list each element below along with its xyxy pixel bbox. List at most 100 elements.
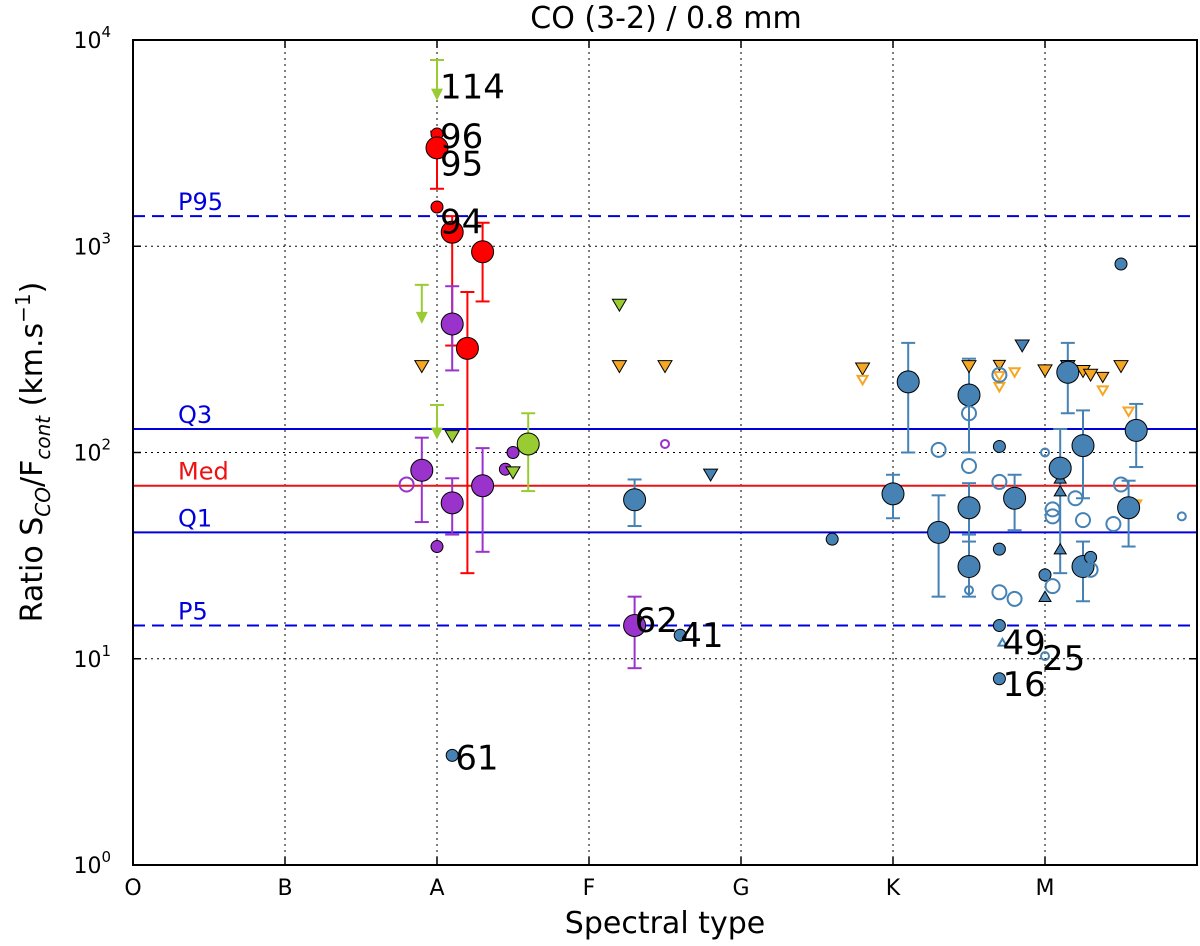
data-point: [440, 312, 464, 336]
data-triangle-down: [961, 360, 977, 374]
chart-title: CO (3-2) / 0.8 mm: [530, 1, 801, 36]
data-point: [957, 383, 981, 407]
y-tick-label: 104: [73, 23, 111, 54]
y-label-sub1: CO: [31, 487, 55, 517]
point-annotation: 95: [440, 145, 483, 185]
y-tick-base: 10: [73, 29, 101, 54]
reference-label-p5: P5: [178, 597, 208, 625]
data-point: [1048, 456, 1072, 480]
point-annotation: 16: [1002, 665, 1045, 705]
data-point: [1124, 418, 1148, 442]
data-triangle-up-open: [996, 636, 1009, 647]
y-tick-base: 10: [73, 648, 101, 673]
x-tick-label: A: [429, 876, 444, 901]
data-triangle-down-open: [855, 374, 870, 387]
point-annotation: 41: [680, 616, 723, 656]
upper-limit-arrow: [431, 427, 443, 440]
data-point-open: [1176, 511, 1187, 522]
data-point: [1084, 550, 1098, 564]
data-point-open: [961, 458, 977, 475]
data-point: [992, 439, 1006, 453]
y-label-unit: (km.s: [15, 323, 50, 416]
x-tick-label: K: [886, 876, 901, 901]
y-axis-label: Ratio SCO/Fcont (km.s−1): [11, 282, 55, 623]
y-tick-label: 100: [73, 848, 111, 879]
y-tick-exponent: 0: [101, 848, 111, 866]
data-point: [516, 432, 540, 456]
data-triangle-down: [611, 298, 628, 313]
data-point: [992, 542, 1006, 556]
data-point-open: [398, 476, 415, 493]
data-triangle-down: [1082, 368, 1099, 383]
y-tick-exponent: 3: [101, 229, 111, 247]
data-point: [881, 482, 905, 506]
y-label-mid: /F: [15, 460, 50, 487]
data-point: [506, 446, 520, 459]
data-triangle-down-open: [992, 381, 1007, 394]
x-tick-label: G: [732, 876, 749, 901]
reference-lines: P95 Q3 Med Q1 P5: [133, 188, 1197, 627]
data-point: [445, 748, 459, 762]
data-triangle-down: [657, 360, 673, 374]
data-point-open: [1067, 490, 1084, 507]
upper-limit-arrow: [431, 88, 443, 101]
data-point-open: [1075, 512, 1091, 529]
data-point: [992, 672, 1006, 686]
data-point-open: [961, 405, 977, 422]
data-triangle-down-open: [1121, 406, 1136, 418]
data-point: [896, 370, 920, 394]
data-triangle-down: [413, 360, 430, 374]
y-tick-label: 102: [73, 436, 111, 467]
data-point: [455, 336, 479, 360]
data-point-open: [930, 441, 947, 458]
data-point: [1003, 486, 1027, 510]
data-point: [957, 496, 981, 520]
data-point: [1038, 568, 1052, 582]
data-point-open: [1040, 447, 1050, 458]
data-point: [623, 488, 647, 512]
data-point: [430, 540, 444, 554]
data-point: [410, 458, 434, 482]
data-point: [1071, 434, 1095, 458]
point-annotation: 61: [455, 739, 498, 779]
upper-limit-arrow: [415, 311, 428, 324]
data-triangle-down-open: [1096, 385, 1110, 397]
data-point: [471, 240, 495, 264]
point-annotation: 94: [440, 203, 483, 243]
y-tick-exponent: 1: [101, 642, 111, 660]
y-tick-exponent: 4: [101, 23, 111, 41]
data-point-open: [1105, 516, 1122, 533]
data-point-open: [1040, 651, 1050, 662]
y-label-prefix: Ratio S: [15, 517, 50, 623]
data-point: [927, 520, 951, 544]
data-triangle-down: [854, 362, 871, 376]
data-triangle-down: [1037, 364, 1053, 378]
data-triangle-down: [992, 359, 1007, 372]
data-markers: [398, 88, 1187, 762]
data-point-open: [991, 473, 1008, 490]
data-point-open: [964, 585, 974, 596]
data-point-open: [991, 584, 1008, 601]
data-triangle-down: [1014, 339, 1031, 353]
data-triangle-down-open: [992, 370, 1007, 383]
data-triangle-up: [1053, 542, 1068, 555]
data-triangle-down-open: [1007, 367, 1022, 379]
reference-label-q1: Q1: [178, 504, 212, 532]
y-tick-base: 10: [73, 854, 101, 879]
y-label-sub2: cont: [31, 415, 55, 460]
data-point-open: [1044, 508, 1061, 525]
point-annotation: 25: [1042, 639, 1085, 679]
data-point: [440, 491, 464, 515]
point-annotation: 96: [440, 117, 483, 157]
data-point: [430, 200, 444, 214]
data-point: [471, 474, 495, 498]
reference-label-p95: P95: [178, 188, 223, 216]
data-point: [440, 220, 464, 244]
x-tick-label: M: [1036, 876, 1055, 901]
y-tick-label: 101: [73, 642, 111, 673]
x-axis-label: Spectral type: [565, 906, 765, 941]
data-point-open: [1006, 590, 1023, 607]
